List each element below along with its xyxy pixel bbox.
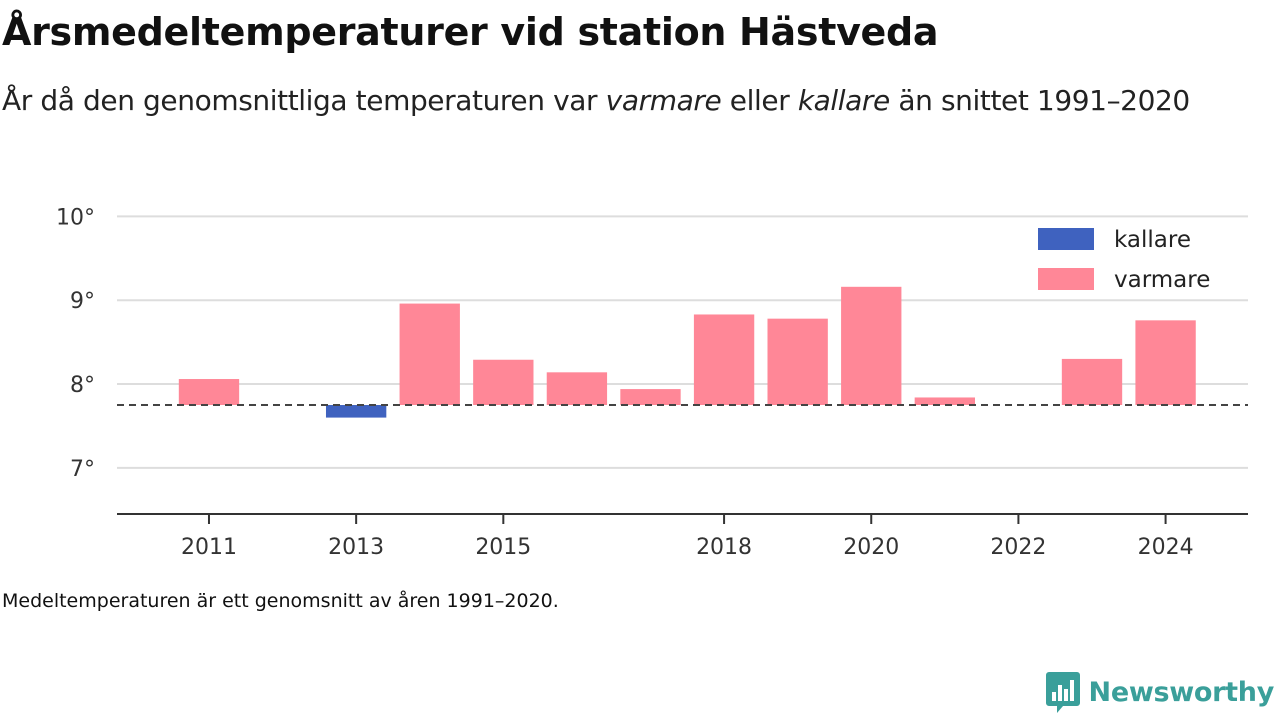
legend-swatch-colder (1038, 228, 1094, 250)
bar-2017 (620, 389, 681, 406)
newsworthy-logo-icon (1045, 672, 1080, 713)
subtitle-part-1: År då den genomsnittliga temperaturen va… (2, 84, 606, 117)
x-tick-label: 2018 (696, 535, 752, 560)
bar-2023 (1061, 358, 1123, 406)
newsworthy-logo-text: Newsworthy (1088, 676, 1275, 708)
chart-title: Årsmedeltemperaturer vid station Hästved… (2, 10, 939, 54)
bar-2019 (767, 318, 828, 406)
bars (178, 286, 1196, 418)
grid-lines (117, 215, 1248, 469)
bar-2018 (693, 314, 755, 406)
bar-2016 (546, 372, 608, 406)
legend-label-warmer: varmare (1114, 267, 1210, 293)
bar-2013 (325, 405, 387, 418)
bar-2024 (1135, 320, 1196, 406)
subtitle-part-3: än snittet 1991–2020 (889, 84, 1190, 117)
y-tick-label: 8° (70, 373, 95, 398)
x-axis-ticks: 2011 2013 2015 2018 2020 2022 2024 (181, 514, 1194, 560)
bar-2015 (473, 359, 534, 406)
y-tick-label: 7° (70, 457, 95, 482)
bar-2011 (178, 379, 240, 406)
footnote: Medeltemperaturen är ett genomsnitt av å… (2, 590, 559, 612)
bar-2020 (841, 286, 902, 406)
x-tick-label: 2020 (843, 535, 899, 560)
newsworthy-logo: Newsworthy (1045, 670, 1274, 714)
x-tick-label: 2015 (475, 535, 531, 560)
bar-chart: 7° 8° 9° 10° 2011 2013 2015 2018 2020 2022 2024 k… (56, 205, 1248, 560)
y-axis-ticks: 7° 8° 9° 10° (56, 205, 95, 482)
subtitle-colder: kallare (797, 84, 890, 117)
x-tick-label: 2024 (1138, 535, 1194, 560)
subtitle-warmer: varmare (605, 84, 722, 117)
legend-swatch-warmer (1038, 268, 1094, 290)
chart-subtitle: År då den genomsnittliga temperaturen va… (2, 80, 1202, 122)
bar-2021 (914, 397, 975, 406)
legend: kallare varmare (1038, 227, 1210, 293)
x-tick-label: 2013 (328, 535, 384, 560)
x-tick-label: 2011 (181, 535, 237, 560)
bar-2014 (399, 303, 460, 406)
y-tick-label: 10° (56, 205, 95, 230)
x-tick-label: 2022 (990, 535, 1046, 560)
y-tick-label: 9° (70, 289, 95, 314)
legend-label-colder: kallare (1114, 227, 1191, 253)
subtitle-part-2: eller (721, 84, 798, 117)
